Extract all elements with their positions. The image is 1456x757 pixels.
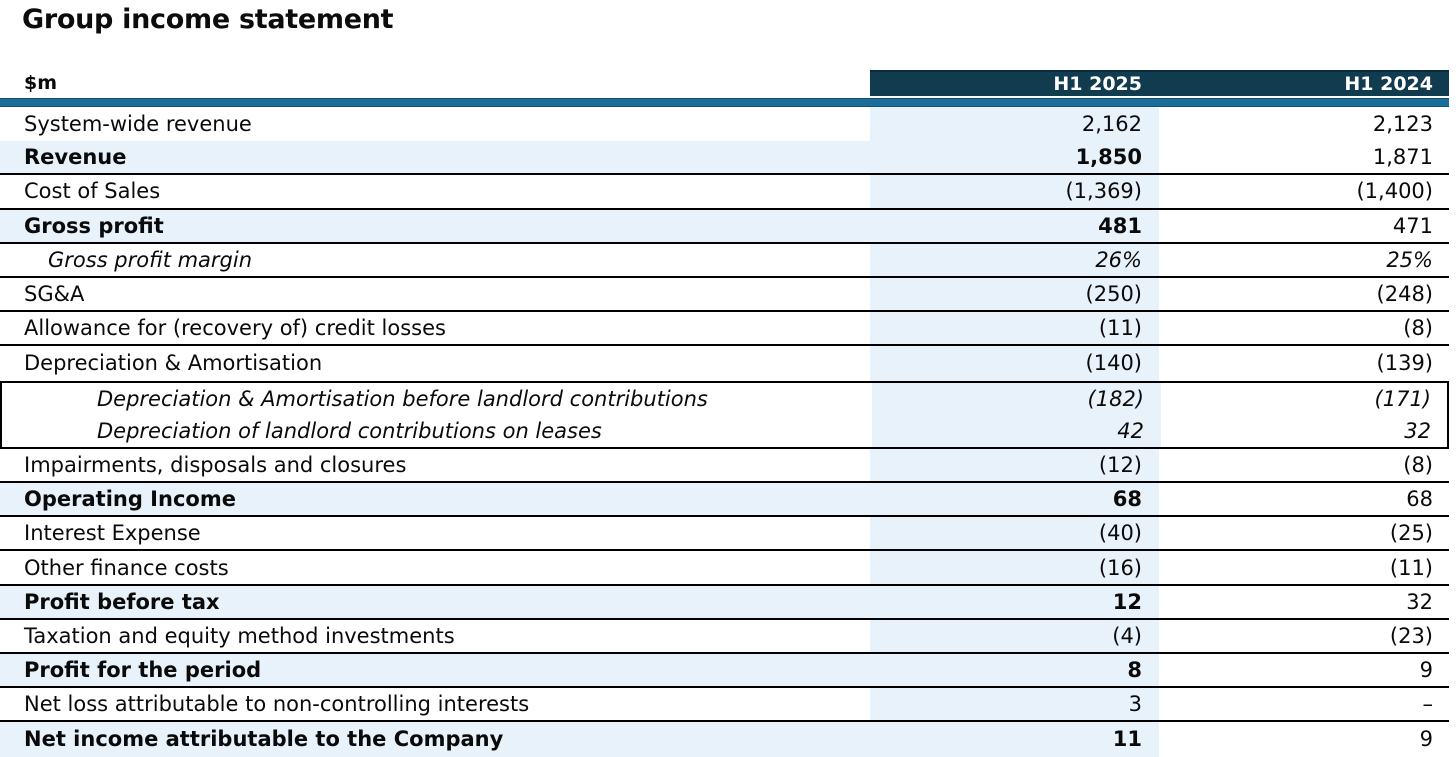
value-h1-2025: (12) [870, 448, 1159, 482]
row-label: Operating Income [0, 483, 870, 516]
value-h1-2024: (171) [1161, 382, 1447, 415]
row-label: Net loss attributable to non-controlling… [24, 692, 530, 717]
row-label: System-wide revenue [24, 112, 252, 137]
value-h1-2025: 481 [870, 209, 1159, 242]
value-h1-2024: (248) [1159, 277, 1449, 311]
value-h1-2025: (140) [870, 346, 1159, 381]
table-row: Gross profit margin 26% 25% [0, 243, 1449, 278]
table-row: Operating Income 68 68 [0, 483, 1449, 518]
header-accent-bar [0, 98, 1449, 107]
value-h1-2024: (139) [1159, 346, 1449, 381]
row-label: Impairments, disposals and closures [24, 452, 407, 477]
value-h1-2025: 68 [870, 483, 1159, 516]
column-header-h1-2024: H1 2024 [1344, 73, 1433, 95]
value-h1-2024: 68 [1159, 483, 1449, 516]
value-h1-2025: 3 [870, 688, 1159, 721]
table-row: SG&A (250) (248) [0, 277, 1449, 313]
value-h1-2024: 32 [1159, 585, 1449, 618]
value-h1-2025: (16) [870, 551, 1159, 584]
value-h1-2025: (1,369) [870, 175, 1159, 208]
row-label: Interest Expense [24, 521, 201, 546]
row-label: Depreciation & Amortisation [24, 351, 323, 376]
row-label: Depreciation & Amortisation before landl… [97, 386, 708, 411]
value-h1-2025: 26% [870, 243, 1159, 276]
value-h1-2024: (8) [1159, 312, 1449, 345]
value-h1-2024: (25) [1159, 517, 1449, 550]
value-h1-2024: 9 [1159, 654, 1449, 687]
row-label: Gross profit [0, 209, 870, 242]
value-h1-2025: 11 [870, 722, 1159, 757]
page-title: Group income statement [22, 4, 394, 35]
table-row: System-wide revenue 2,162 2,123 [0, 107, 1449, 142]
row-label: Depreciation of landlord contributions o… [97, 418, 602, 443]
table-row: Interest Expense (40) (25) [0, 517, 1449, 552]
table-row: Depreciation of landlord contributions o… [0, 414, 1449, 449]
table-row: Profit for the period 8 9 [0, 654, 1449, 689]
unit-label: $m [24, 72, 58, 94]
value-h1-2025: (250) [870, 277, 1159, 311]
row-label: Profit before tax [0, 585, 870, 618]
row-label: Profit for the period [0, 654, 870, 687]
value-h1-2025: (40) [870, 517, 1159, 550]
value-h1-2025: 42 [872, 414, 1161, 447]
table-row: Depreciation & Amortisation before landl… [0, 380, 1449, 415]
table-row: Cost of Sales (1,369) (1,400) [0, 175, 1449, 210]
value-h1-2024: 9 [1159, 722, 1449, 757]
value-h1-2025: (4) [870, 619, 1159, 652]
table-row: Profit before tax 12 32 [0, 585, 1449, 620]
table-row: Other finance costs (16) (11) [0, 551, 1449, 586]
table-row: Depreciation & Amortisation (140) (139) [0, 346, 1449, 381]
table-body: System-wide revenue 2,162 2,123 Revenue … [0, 107, 1449, 757]
table-header-row: $m H1 2025 H1 2024 [0, 70, 1449, 96]
value-h1-2024: (1,400) [1159, 175, 1449, 208]
row-label: SG&A [24, 282, 85, 307]
value-h1-2024: 1,871 [1159, 141, 1449, 174]
value-h1-2025: 12 [870, 585, 1159, 618]
table-row: Taxation and equity method investments (… [0, 619, 1449, 654]
value-h1-2024: 25% [1159, 243, 1449, 276]
table-row: Net loss attributable to non-controlling… [0, 688, 1449, 723]
value-h1-2024: 2,123 [1159, 107, 1449, 142]
column-headers: H1 2025 H1 2024 [870, 70, 1449, 96]
value-h1-2025: (182) [872, 382, 1161, 415]
row-label: Cost of Sales [24, 179, 161, 204]
table-row: Net income attributable to the Company 1… [0, 722, 1449, 757]
table-row: Gross profit 481 471 [0, 209, 1449, 244]
column-header-h1-2025: H1 2025 [1053, 73, 1142, 95]
value-h1-2025: 2,162 [870, 107, 1159, 142]
value-h1-2025: 8 [870, 654, 1159, 687]
value-h1-2024: 471 [1159, 209, 1449, 242]
row-label: Net income attributable to the Company [0, 722, 870, 757]
row-label: Allowance for (recovery of) credit losse… [24, 316, 446, 341]
table-row: Revenue 1,850 1,871 [0, 141, 1449, 176]
table-row: Allowance for (recovery of) credit losse… [0, 312, 1449, 347]
value-h1-2024: (11) [1159, 551, 1449, 584]
value-h1-2024: (23) [1159, 619, 1449, 652]
income-statement-table: $m H1 2025 H1 2024 System-wide revenue 2… [0, 70, 1449, 757]
row-label: Other finance costs [24, 555, 229, 580]
value-h1-2024: (8) [1159, 448, 1449, 482]
value-h1-2025: (11) [870, 312, 1159, 345]
row-label: Taxation and equity method investments [24, 623, 455, 648]
table-row: Impairments, disposals and closures (12)… [0, 448, 1449, 484]
value-h1-2025: 1,850 [870, 141, 1159, 174]
value-h1-2024: – [1159, 688, 1449, 721]
row-label: Gross profit margin [48, 247, 253, 272]
row-label: Revenue [0, 141, 870, 174]
value-h1-2024: 32 [1161, 414, 1447, 447]
